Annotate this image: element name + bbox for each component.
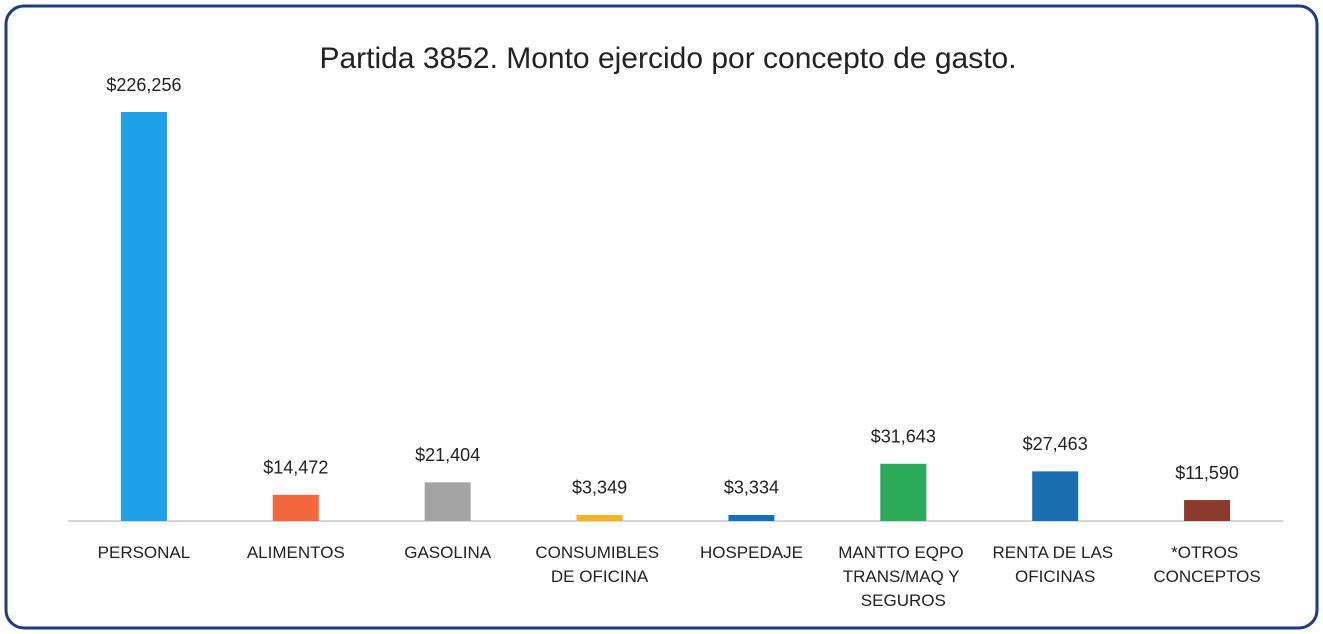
data-label: $3,334 xyxy=(724,478,779,498)
bar xyxy=(120,112,167,521)
bar xyxy=(576,514,623,521)
data-label: $14,472 xyxy=(263,458,328,478)
x-tick-label: GASOLINA xyxy=(404,543,492,562)
data-label: $3,349 xyxy=(572,478,627,498)
data-label: $226,256 xyxy=(106,75,181,95)
bar xyxy=(272,494,319,521)
chart-border xyxy=(4,4,1319,630)
x-tick-label: CONSUMIBLES DE OFICINA xyxy=(535,543,663,586)
bar xyxy=(880,463,927,521)
x-tick-label: PERSONAL xyxy=(98,543,191,562)
bar xyxy=(728,514,775,521)
data-label: $11,590 xyxy=(1175,463,1239,483)
bar xyxy=(1184,500,1231,521)
x-tick-label: ALIMENTOS xyxy=(247,543,345,562)
bar xyxy=(424,482,471,521)
x-tick-label: MANTTO EQPO TRANS/MAQ Y SEGUROS xyxy=(838,543,968,610)
data-label: $31,643 xyxy=(871,427,936,447)
bar xyxy=(1032,471,1079,521)
chart-title: Partida 3852. Monto ejercido por concept… xyxy=(319,42,1016,75)
x-tick-label: HOSPEDAJE xyxy=(700,543,803,562)
x-tick-label: *OTROS CONCEPTOS xyxy=(1153,543,1260,586)
data-label: $21,404 xyxy=(415,445,480,465)
x-tick-label: RENTA DE LAS OFICINAS xyxy=(993,543,1118,586)
data-label: $27,463 xyxy=(1023,434,1088,454)
